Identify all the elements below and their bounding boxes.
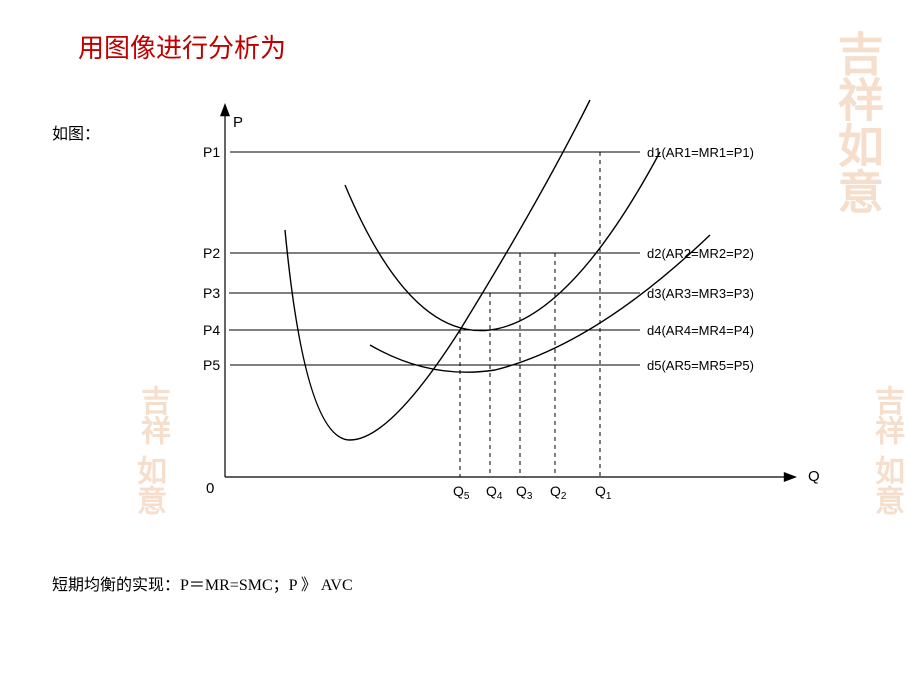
q-label-4: Q4 — [486, 483, 503, 502]
y-axis-arrow — [220, 103, 230, 116]
q-label-2: Q2 — [550, 483, 567, 502]
price-label-p2: P2 — [203, 245, 220, 261]
price-label-p5: P5 — [203, 357, 220, 373]
sac-curve — [345, 152, 660, 331]
axis-label-origin: 0 — [206, 480, 214, 497]
economics-chart: P Q 0 P1 d1(AR1=MR1=P1) P2 d2(AR2=MR2=P2) P3 d3(… — [0, 0, 920, 690]
demand-label-p5: d5(AR5=MR5=P5) — [647, 358, 754, 373]
price-label-p1: P1 — [203, 144, 220, 160]
demand-label-p4: d4(AR4=MR4=P4) — [647, 323, 754, 338]
axis-label-q: Q — [808, 468, 820, 485]
demand-label-p2: d2(AR2=MR2=P2) — [647, 246, 754, 261]
q-label-5: Q5 — [453, 483, 470, 502]
q-label-3: Q3 — [516, 483, 533, 502]
price-label-p4: P4 — [203, 322, 220, 338]
demand-label-p3: d3(AR3=MR3=P3) — [647, 286, 754, 301]
x-axis-arrow — [784, 472, 797, 482]
demand-label-p1: d1(AR1=MR1=P1) — [647, 145, 754, 160]
q-label-1: Q1 — [595, 483, 612, 502]
axis-label-p: P — [233, 114, 243, 131]
price-label-p3: P3 — [203, 285, 220, 301]
smc-curve — [285, 100, 590, 440]
